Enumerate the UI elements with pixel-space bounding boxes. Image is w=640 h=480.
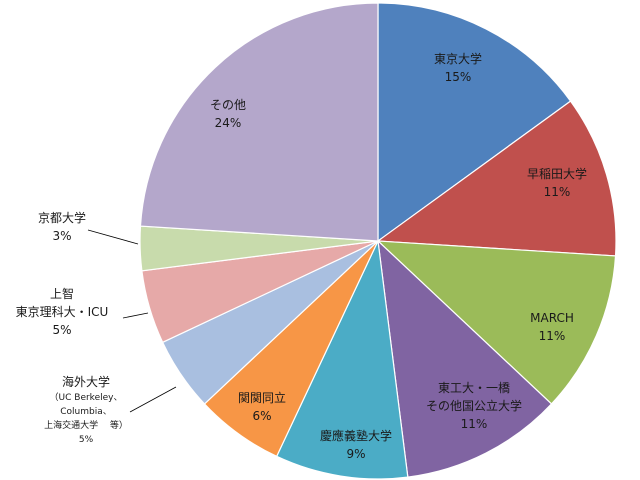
slice-2-value-label: 11% (539, 329, 566, 343)
slice-1-label: 早稲田大学 11% (527, 166, 587, 199)
slice-4 (275, 238, 409, 480)
slice-9 (139, 2, 379, 242)
slice-3-label: 東工大・一橋その他国公立大学 11% (426, 381, 522, 431)
slice-2-label: MARCH 11% (530, 311, 574, 343)
slice-0-label: 東京大学 15% (434, 51, 482, 84)
slice-1 (376, 100, 617, 257)
slice-3 (377, 239, 553, 478)
slice-7-leader-line (122, 312, 149, 319)
slice-0-value-label: 15% (445, 70, 472, 84)
slice-1-value-label: 11% (544, 185, 571, 199)
slice-labels: 東京大学 15% 早稲田大学 11% MARCH 11% 東工大・一橋その他国公立大学 11%… (16, 51, 587, 461)
slice-6-value-label: 5% (79, 435, 94, 445)
leader-lines (87, 229, 177, 413)
slice-2 (376, 240, 617, 405)
slice-9-value-label: 24% (215, 116, 242, 130)
slice-4-label: 慶應義塾大学 9% (320, 428, 392, 461)
slice-5-label: 関関同立 6% (238, 390, 286, 423)
slice-6-leader-line (129, 386, 177, 413)
slice-6-label: 海外大学（UC Berkeley、 Columbia、上海交通大学 等） 5% (44, 374, 128, 445)
slice-9-label: その他 24% (210, 98, 246, 130)
slice-5-value-label: 6% (252, 409, 271, 423)
slice-0 (377, 2, 572, 243)
slice-8-value-label: 3% (52, 229, 71, 243)
slice-4-value-label: 9% (346, 447, 365, 461)
pie-slices (139, 2, 617, 480)
slice-3-value-label: 11% (461, 417, 488, 431)
slice-7-label: 上智東京理科大・ICU 5% (16, 286, 109, 337)
slice-8-leader-line (87, 229, 139, 245)
slice-8-label: 京都大学 3% (38, 210, 86, 243)
slice-7-value-label: 5% (52, 323, 71, 337)
